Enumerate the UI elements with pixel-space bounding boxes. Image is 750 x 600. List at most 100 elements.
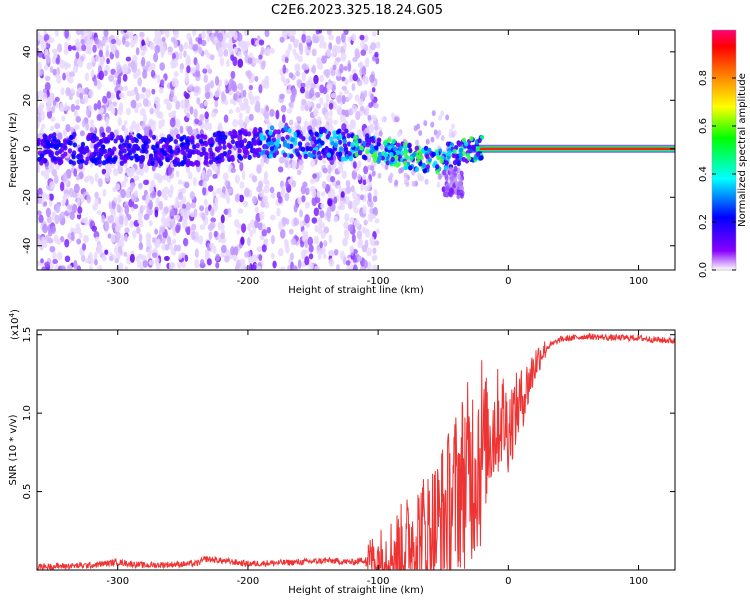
- spectrogram-cell: [303, 153, 308, 159]
- spectrogram-cell: [145, 193, 151, 204]
- spectrogram-cell: [332, 130, 337, 136]
- spectrogram-cell: [43, 149, 48, 155]
- spectrogram-cell: [223, 48, 229, 57]
- spectrogram-cell: [322, 86, 328, 95]
- spectrogram-cell: [187, 153, 192, 159]
- spectrogram-cell: [254, 95, 260, 101]
- spectrogram-cell: [310, 159, 316, 168]
- spectrogram-cell: [110, 107, 116, 115]
- spectrogram-cell: [328, 109, 333, 118]
- spectrogram-cell: [148, 220, 153, 227]
- spectrogram-cell: [313, 207, 320, 217]
- spectrogram-cell: [60, 87, 65, 96]
- spectrogram-cell: [352, 161, 357, 169]
- spectrogram-cell: [103, 153, 109, 160]
- spectrogram-cell: [304, 214, 310, 224]
- spectrogram-cell: [254, 40, 261, 46]
- spectrogram-cell: [37, 32, 41, 41]
- spectrogram-cell: [307, 236, 314, 246]
- spectrogram-cell: [341, 85, 348, 91]
- spectrogram-cell: [116, 252, 121, 261]
- spectrogram-cell: [174, 214, 181, 221]
- spectrogram-cell: [345, 180, 351, 187]
- spectrogram-cell: [344, 96, 350, 103]
- spectrogram-cell: [182, 237, 188, 247]
- spectrogram-cell: [208, 159, 214, 165]
- spectrogram-cell: [156, 173, 162, 181]
- spectrogram-cell: [233, 30, 238, 41]
- spectrogram-cell: [278, 220, 284, 231]
- spectrogram-cell: [148, 155, 154, 161]
- spectrogram-cell: [110, 150, 115, 156]
- spectrogram-cell: [274, 150, 280, 156]
- spectrogram-cell: [338, 151, 343, 157]
- spectrogram-cell: [258, 254, 263, 262]
- spectrogram-cell: [37, 210, 42, 216]
- spectrogram-cell: [236, 229, 241, 235]
- spectrogram-cell: [302, 181, 308, 188]
- spectrogram-cell: [118, 148, 124, 155]
- spectrogram-cell: [289, 35, 296, 43]
- spectrogram-cell: [229, 78, 234, 86]
- spectrogram-cell: [279, 228, 286, 239]
- spectrogram-cell: [339, 204, 346, 211]
- spectrogram-cell: [84, 145, 89, 151]
- spectrogram-cell: [228, 30, 235, 34]
- spectrogram-cell: [269, 48, 275, 54]
- spectrogram-cell: [142, 204, 146, 211]
- spectrogram-cell: [233, 219, 240, 228]
- spectrogram-cell: [199, 102, 205, 109]
- spectrogram-cell: [101, 132, 106, 138]
- spectrogram-cell: [360, 39, 365, 50]
- spectrogram-cell: [253, 139, 258, 145]
- spectrogram-frame: [36, 29, 676, 271]
- spectrogram-cell: [259, 136, 265, 142]
- spectrogram-cell: [352, 73, 358, 82]
- spectrogram-cell: [162, 137, 168, 143]
- spectrogram-cell: [234, 264, 240, 270]
- spectrogram-cell: [66, 139, 72, 146]
- spectrogram-cell: [364, 57, 370, 68]
- spectrogram-cell: [365, 142, 370, 148]
- spectrogram-cell: [192, 30, 197, 37]
- spectrogram-cell: [360, 49, 367, 56]
- spectrogram-cell: [311, 196, 318, 207]
- spectrogram-cell: [143, 140, 149, 146]
- spectrogram-cell: [240, 223, 247, 233]
- spectrogram-cell: [269, 214, 276, 221]
- spectrogram-cell: [121, 65, 127, 73]
- spectrogram-cell: [305, 187, 310, 196]
- spectrogram-cell: [290, 93, 296, 103]
- spectrogram-cell: [436, 154, 441, 161]
- spectrogram-cell: [369, 74, 375, 83]
- spectrogram-cell: [151, 88, 156, 95]
- spectrogram-cell: [218, 134, 223, 140]
- spectrogram-cell: [138, 242, 144, 251]
- spectrogram-cell: [70, 231, 75, 242]
- spectrogram-cell: [452, 152, 458, 159]
- spectrogram-cell: [458, 178, 463, 185]
- spectrogram-cell: [161, 36, 166, 43]
- spectrogram-cell: [132, 203, 139, 210]
- spectrogram-cell: [356, 256, 363, 262]
- spectrogram-cell: [46, 215, 52, 224]
- spectrogram-cell: [187, 44, 194, 50]
- spectrogram-cell: [203, 198, 208, 206]
- spectrogram-cell: [335, 129, 341, 135]
- spectrogram-cell: [78, 152, 83, 159]
- spectrogram-cell: [168, 261, 174, 270]
- spectrogram-cell: [123, 157, 128, 163]
- spectrogram-cell: [247, 255, 253, 265]
- spectrogram-cell: [154, 44, 161, 54]
- spectrogram-cell: [62, 129, 67, 137]
- spectrogram-cell: [221, 138, 226, 144]
- x-tick-label: -300: [106, 576, 129, 587]
- spectrogram-cell: [328, 250, 334, 256]
- spectrogram-cell: [44, 261, 51, 268]
- spectrogram-cell: [102, 188, 107, 197]
- spectrogram-cell: [327, 164, 332, 175]
- spectrogram-cell: [202, 68, 208, 74]
- spectrogram-cell: [291, 159, 297, 170]
- spectrogram-cell: [63, 139, 68, 145]
- spectrogram-cell: [110, 207, 116, 214]
